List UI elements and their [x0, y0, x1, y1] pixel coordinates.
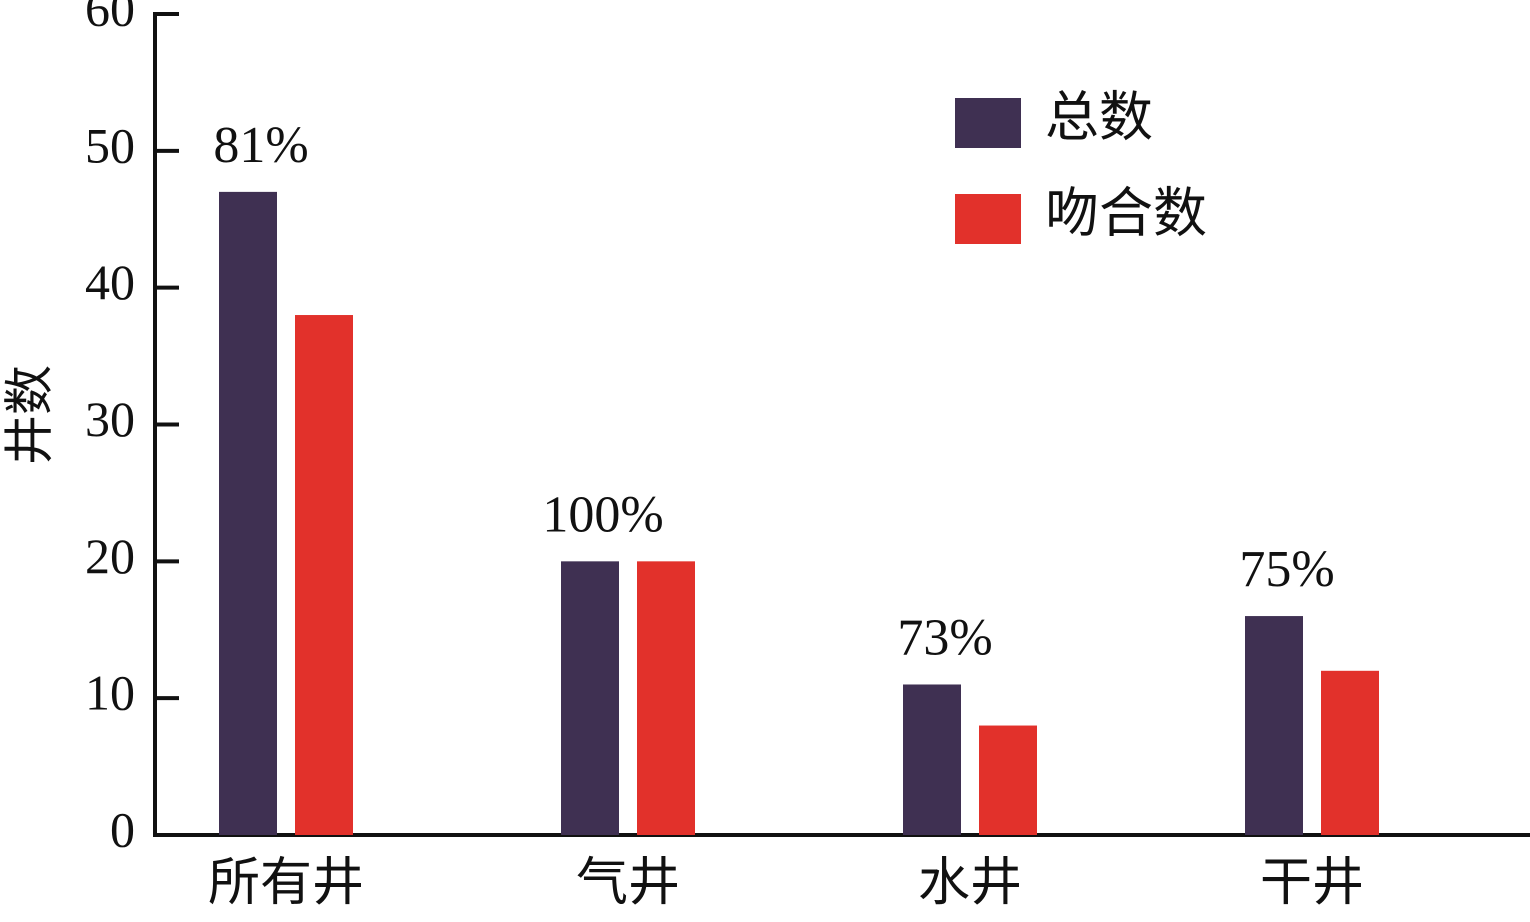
x-tick-label: 所有井 [208, 855, 364, 912]
y-tick-label: 50 [85, 117, 135, 173]
bar [1321, 670, 1379, 835]
y-tick-label: 0 [110, 801, 135, 857]
bar [1245, 616, 1303, 835]
y-tick-label: 60 [85, 0, 135, 36]
bar [295, 315, 353, 835]
annotation: 100% [542, 486, 663, 543]
legend-swatch [955, 98, 1021, 148]
annotation: 75% [1239, 541, 1334, 598]
x-tick-label: 水井 [918, 855, 1022, 912]
y-tick-label: 10 [85, 665, 135, 721]
legend-swatch [955, 194, 1021, 244]
bar [561, 561, 619, 835]
annotation: 73% [897, 609, 992, 666]
legend-label: 总数 [1045, 87, 1153, 147]
bar [903, 684, 961, 835]
annotation: 81% [213, 117, 308, 174]
y-tick-label: 30 [85, 391, 135, 447]
x-tick-label: 气井 [576, 855, 680, 912]
legend-label: 吻合数 [1045, 183, 1207, 243]
x-tick-label: 干井 [1260, 855, 1364, 912]
y-axis-label: 井数 [1, 365, 57, 465]
bar [219, 191, 277, 836]
y-tick-label: 20 [85, 528, 135, 584]
y-tick-label: 40 [85, 254, 135, 310]
bar [637, 561, 695, 835]
bar [979, 725, 1037, 835]
